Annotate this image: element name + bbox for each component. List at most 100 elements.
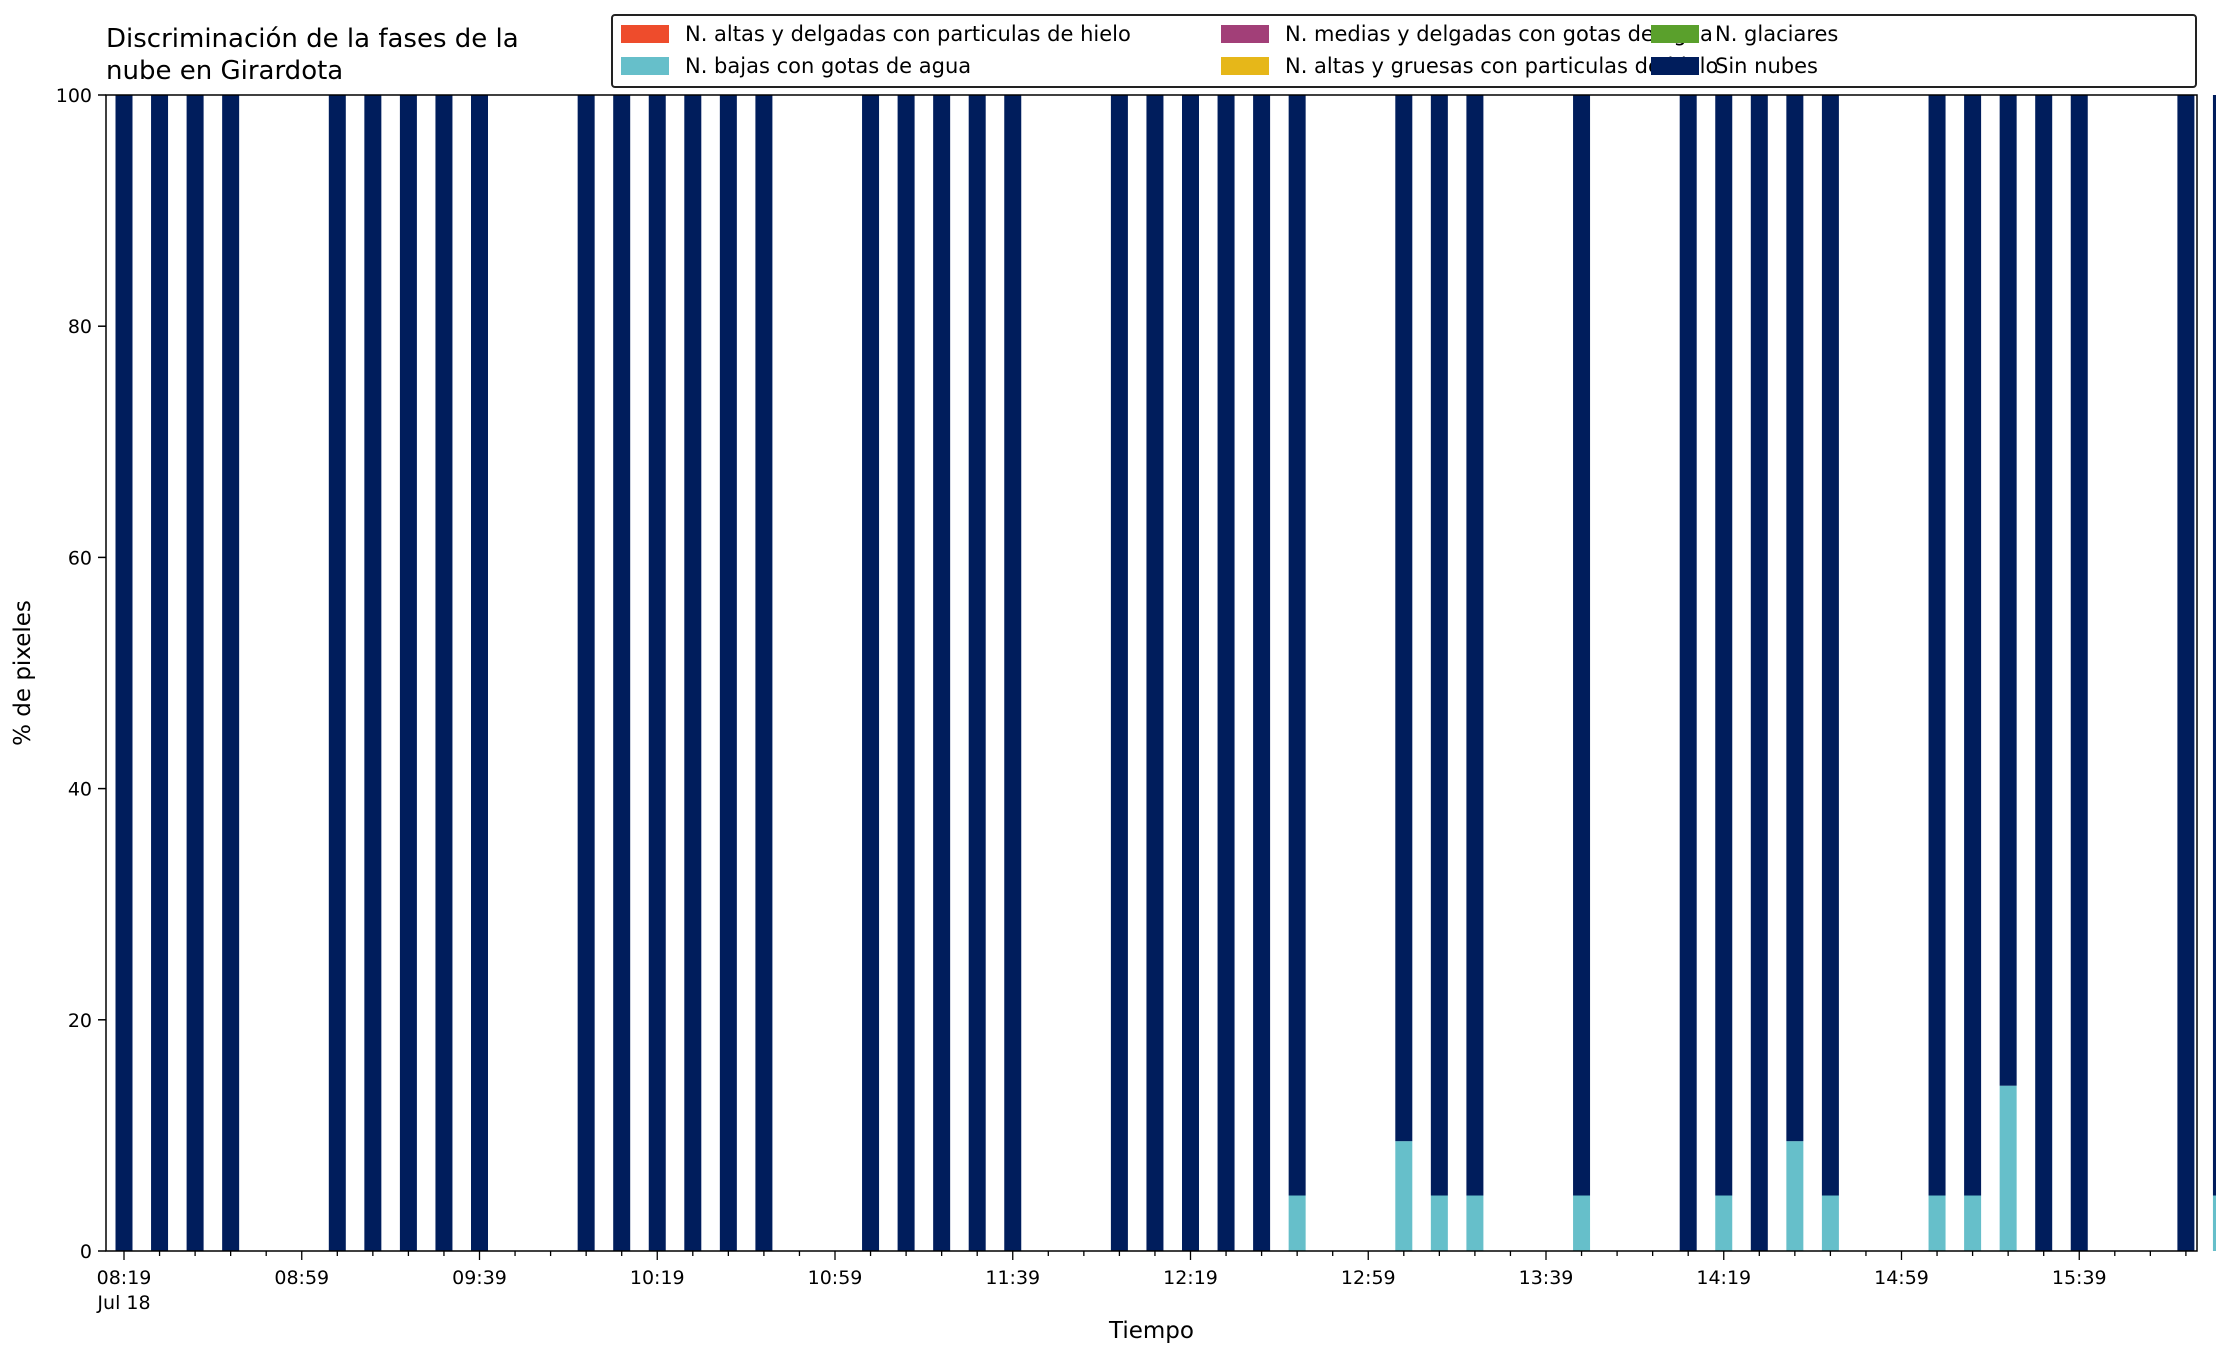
bar-segment-37-series-2 bbox=[1430, 1195, 1448, 1251]
bar-segment-32-series-5 bbox=[1253, 95, 1271, 1251]
bar-segment-28-series-5 bbox=[1110, 95, 1128, 1251]
bar-segment-54-series-5 bbox=[2035, 95, 2053, 1251]
x-tick-label-1: 08:59 bbox=[274, 1267, 329, 1289]
bar-segment-33-series-5 bbox=[1288, 95, 1306, 1196]
bar-segment-16-series-5 bbox=[684, 95, 702, 1251]
y-axis: 0 20 40 60 80 100 bbox=[56, 85, 106, 1263]
bar-segment-47-series-2 bbox=[1786, 1141, 1804, 1251]
x-tick-label-7: 12:59 bbox=[1341, 1267, 1396, 1289]
legend-swatch-1 bbox=[621, 57, 669, 75]
legend-item-1: N. bajas con gotas de agua bbox=[621, 54, 971, 78]
legend-swatch-4 bbox=[1651, 25, 1699, 43]
bar-segment-52-series-5 bbox=[1964, 95, 1982, 1196]
y-tick-label-5: 100 bbox=[56, 85, 92, 107]
bar-segment-23-series-5 bbox=[933, 95, 951, 1251]
bar-segment-48-series-2 bbox=[1821, 1195, 1839, 1251]
chart-legend: N. altas y delgadas con particulas de hi… bbox=[611, 14, 2197, 88]
bar-segment-15-series-5 bbox=[648, 95, 666, 1251]
legend-label-5: Sin nubes bbox=[1715, 54, 1818, 78]
legend-label-2: N. medias y delgadas con gotas de agua bbox=[1285, 22, 1713, 46]
bar-segment-37-series-5 bbox=[1430, 95, 1448, 1196]
x-tick-label-9: 14:19 bbox=[1696, 1267, 1751, 1289]
bar-segment-44-series-5 bbox=[1679, 95, 1697, 1251]
bar-segment-53-series-5 bbox=[1999, 95, 2017, 1086]
chart-title-line-1: Discriminación de la fases de la bbox=[106, 24, 519, 54]
x-tick-label-10: 14:59 bbox=[1874, 1267, 1929, 1289]
y-tick-label-1: 20 bbox=[68, 1010, 92, 1032]
legend-swatch-5 bbox=[1651, 57, 1699, 75]
bar-segment-36-series-2 bbox=[1395, 1141, 1413, 1251]
legend-item-0: N. altas y delgadas con particulas de hi… bbox=[621, 22, 1131, 46]
bar-segment-18-series-5 bbox=[755, 95, 773, 1251]
bar-segment-13-series-5 bbox=[577, 95, 595, 1251]
chart-title-line-2: nube en Girardota bbox=[106, 56, 344, 86]
bar-segment-8-series-5 bbox=[399, 95, 417, 1251]
bar-segment-53-series-2 bbox=[1999, 1085, 2017, 1251]
bar-segment-48-series-5 bbox=[1821, 95, 1839, 1196]
bar-segment-46-series-5 bbox=[1750, 95, 1768, 1251]
bar-segment-47-series-5 bbox=[1786, 95, 1804, 1142]
bar-segment-41-series-2 bbox=[1573, 1195, 1591, 1251]
bar-segment-17-series-5 bbox=[719, 95, 737, 1251]
y-tick-label-2: 40 bbox=[68, 779, 92, 801]
bar-segment-7-series-5 bbox=[364, 95, 382, 1251]
bar-segment-38-series-2 bbox=[1466, 1195, 1484, 1251]
legend-item-3: N. altas y gruesas con particulas de hie… bbox=[1221, 54, 1718, 78]
x-tick-label-3: 10:19 bbox=[630, 1267, 685, 1289]
bar-segment-9-series-5 bbox=[435, 95, 453, 1251]
bar-segment-0-series-5 bbox=[115, 95, 133, 1251]
bar-segment-41-series-5 bbox=[1573, 95, 1591, 1196]
bar-segment-6-series-5 bbox=[328, 95, 346, 1251]
legend-swatch-0 bbox=[621, 25, 669, 43]
bar-segment-33-series-2 bbox=[1288, 1195, 1306, 1251]
bar-segment-51-series-5 bbox=[1928, 95, 1946, 1196]
bar-segment-51-series-2 bbox=[1928, 1195, 1946, 1251]
bar-segment-25-series-5 bbox=[1004, 95, 1022, 1251]
bar-segment-31-series-5 bbox=[1217, 95, 1235, 1251]
bar-segment-38-series-5 bbox=[1466, 95, 1484, 1196]
legend-item-4: N. glaciares bbox=[1651, 22, 1838, 46]
bar-segment-58-series-5 bbox=[2177, 95, 2195, 1251]
x-axis-label: Tiempo bbox=[1108, 1318, 1194, 1344]
bar-segment-52-series-2 bbox=[1964, 1195, 1982, 1251]
legend-item-5: Sin nubes bbox=[1651, 54, 1818, 78]
x-date-label: Jul 18 bbox=[96, 1292, 150, 1314]
y-tick-label-0: 0 bbox=[80, 1241, 92, 1263]
bars-layer bbox=[115, 95, 2216, 1251]
x-tick-label-11: 15:39 bbox=[2052, 1267, 2107, 1289]
bar-segment-30-series-5 bbox=[1182, 95, 1199, 1251]
plot-frame bbox=[105, 94, 2198, 1252]
x-tick-label-8: 13:39 bbox=[1519, 1267, 1574, 1289]
legend-item-2: N. medias y delgadas con gotas de agua bbox=[1221, 22, 1713, 46]
bar-segment-59-series-5 bbox=[2212, 95, 2216, 1196]
legend-label-4: N. glaciares bbox=[1715, 22, 1839, 46]
x-tick-label-2: 09:39 bbox=[452, 1267, 507, 1289]
x-tick-label-5: 11:39 bbox=[985, 1267, 1040, 1289]
bar-segment-59-series-2 bbox=[2212, 1195, 2216, 1251]
x-axis: 08:19 08:59 09:39 10:19 10:59 11:39 12:19 12:59… bbox=[96, 1251, 2187, 1314]
bar-segment-29-series-5 bbox=[1146, 95, 1164, 1251]
x-tick-label-6: 12:19 bbox=[1163, 1267, 1218, 1289]
legend-swatch-2 bbox=[1221, 25, 1269, 43]
bar-segment-45-series-5 bbox=[1715, 95, 1733, 1196]
bar-segment-3-series-5 bbox=[222, 95, 240, 1251]
bar-segment-45-series-2 bbox=[1715, 1195, 1733, 1251]
legend-label-1: N. bajas con gotas de agua bbox=[685, 54, 972, 78]
bar-segment-22-series-5 bbox=[897, 95, 915, 1251]
y-tick-label-4: 80 bbox=[68, 316, 92, 338]
legend-swatch-3 bbox=[1221, 57, 1269, 75]
bar-segment-24-series-5 bbox=[968, 95, 986, 1251]
bar-segment-55-series-5 bbox=[2070, 95, 2088, 1251]
legend-label-0: N. altas y delgadas con particulas de hi… bbox=[685, 22, 1131, 46]
bar-segment-14-series-5 bbox=[613, 95, 631, 1251]
x-tick-label-0: 08:19 bbox=[97, 1267, 152, 1289]
bar-segment-36-series-5 bbox=[1395, 95, 1413, 1142]
bar-segment-10-series-5 bbox=[471, 95, 488, 1251]
bar-segment-2-series-5 bbox=[186, 95, 204, 1251]
y-tick-label-3: 60 bbox=[68, 547, 92, 569]
bar-segment-21-series-5 bbox=[862, 95, 880, 1251]
legend-label-3: N. altas y gruesas con particulas de hie… bbox=[1285, 54, 1719, 78]
x-tick-label-4: 10:59 bbox=[808, 1267, 863, 1289]
bar-segment-1-series-5 bbox=[151, 95, 169, 1251]
